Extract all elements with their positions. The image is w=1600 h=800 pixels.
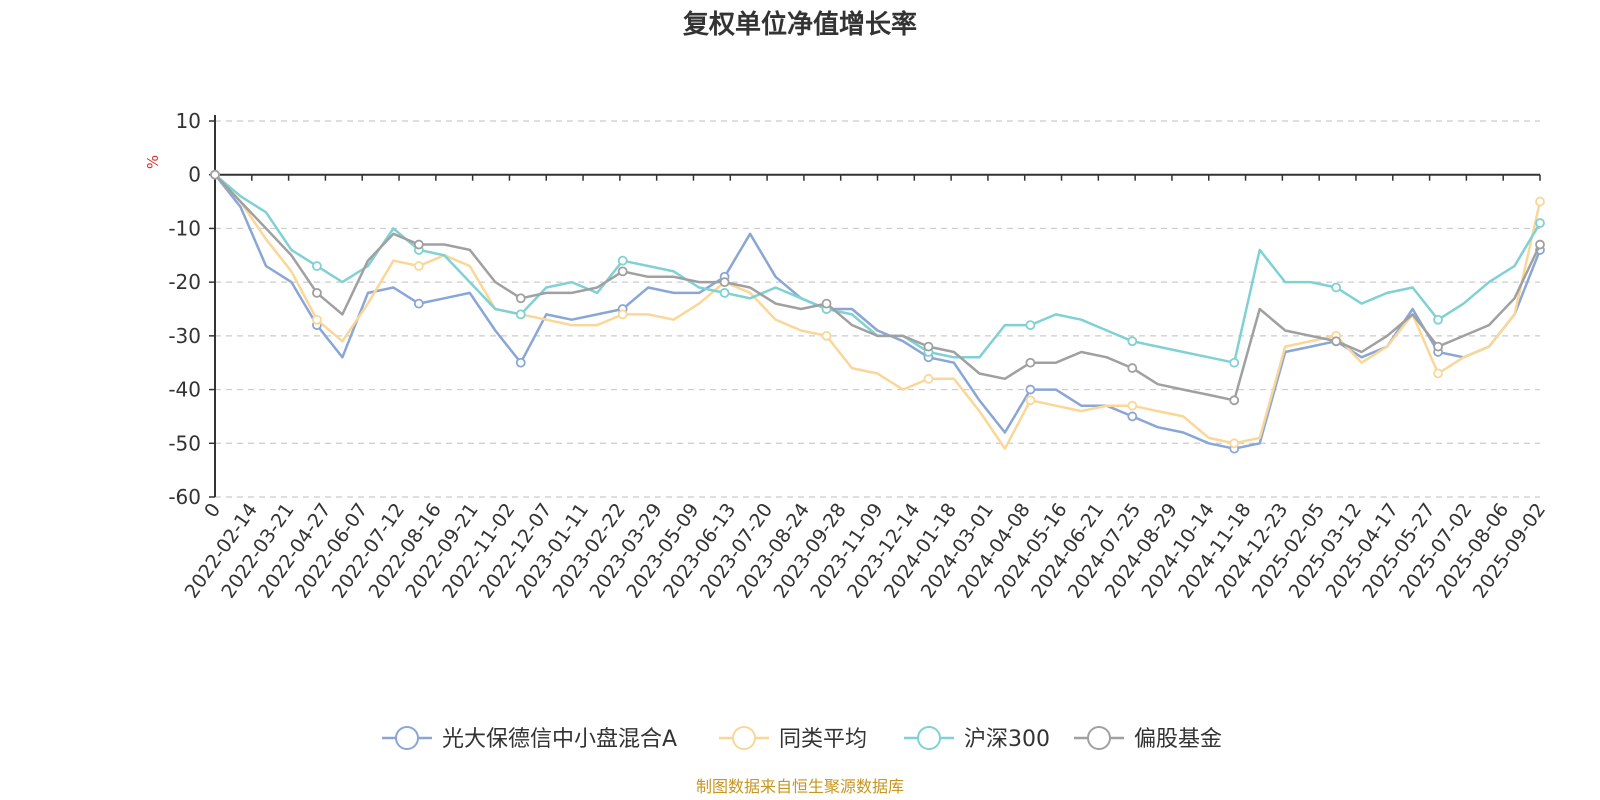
data-point: [1535, 239, 1545, 250]
data-point: [1127, 363, 1138, 373]
data-point: [923, 373, 934, 384]
data-point: [413, 298, 424, 309]
legend-item[interactable]: 偏股基金: [1074, 726, 1222, 752]
legend-label: 同类平均: [779, 727, 867, 752]
data-point: [617, 266, 628, 277]
data-point: [821, 298, 832, 309]
legend-item[interactable]: 沪深300: [904, 726, 1050, 752]
series-line: [214, 173, 1542, 402]
data-point: [515, 293, 526, 304]
data-point: [1025, 357, 1036, 368]
y-tick-label: -20: [168, 270, 201, 294]
legend-marker: [395, 726, 419, 750]
data-point: [617, 255, 628, 266]
data-point: [1433, 341, 1443, 352]
y-tick-label: -10: [168, 216, 201, 240]
x-tick-label: 0: [200, 499, 225, 522]
series-lines: [210, 169, 1545, 454]
data-point: [719, 277, 730, 288]
data-point: [1433, 314, 1443, 325]
data-point: [617, 309, 628, 320]
data-point: [821, 330, 832, 341]
data-point: [1127, 400, 1138, 411]
legend-item[interactable]: 同类平均: [719, 726, 867, 752]
data-point: [515, 309, 526, 320]
data-point: [1025, 320, 1036, 331]
legend-marker: [917, 726, 941, 750]
y-tick-label: 10: [176, 109, 201, 133]
y-tick-label: -60: [168, 485, 201, 509]
data-point: [1535, 218, 1545, 228]
data-point: [1331, 336, 1342, 347]
legend-marker: [732, 726, 756, 750]
data-point: [1127, 336, 1138, 347]
legend-item[interactable]: 光大保德信中小盘混合A: [382, 726, 677, 752]
data-point: [1535, 196, 1545, 207]
y-tick-label: -30: [168, 324, 201, 348]
data-point: [312, 287, 322, 298]
y-axis-unit: %: [144, 155, 162, 169]
data-point: [719, 287, 730, 298]
y-tick-label: -50: [168, 431, 201, 455]
chart-title: 复权单位净值增长率: [683, 9, 917, 40]
data-point: [1331, 282, 1342, 293]
data-point: [923, 341, 934, 352]
series-line: [214, 173, 1542, 364]
y-tick-label: -40: [168, 378, 201, 402]
data-point: [1025, 395, 1036, 406]
data-point: [413, 261, 424, 271]
data-point: [1229, 357, 1240, 368]
grid-lines: [215, 120, 1540, 498]
data-point: [312, 314, 322, 325]
data-point: [1025, 384, 1036, 395]
series-line: [214, 173, 1542, 450]
legend-marker: [1087, 726, 1111, 750]
y-axis: 10 0 -10 -20 -30 -40 -50 -60: [168, 109, 216, 509]
legend-label: 光大保德信中小盘混合A: [442, 727, 677, 752]
data-point: [515, 357, 526, 368]
y-tick-label: 0: [188, 163, 201, 187]
data-point: [1127, 411, 1138, 422]
data-point: [312, 261, 322, 271]
series-line: [214, 173, 1542, 450]
legend-label: 偏股基金: [1134, 727, 1222, 752]
data-point: [210, 169, 220, 180]
legend-label: 沪深300: [964, 727, 1050, 752]
data-point: [1433, 368, 1443, 379]
data-point: [1229, 438, 1240, 449]
source-note: 制图数据来自恒生聚源数据库: [696, 777, 904, 796]
legend[interactable]: 光大保德信中小盘混合A 同类平均 沪深300 偏股基金: [382, 726, 1222, 752]
data-point: [1229, 395, 1240, 406]
data-point: [413, 239, 424, 250]
